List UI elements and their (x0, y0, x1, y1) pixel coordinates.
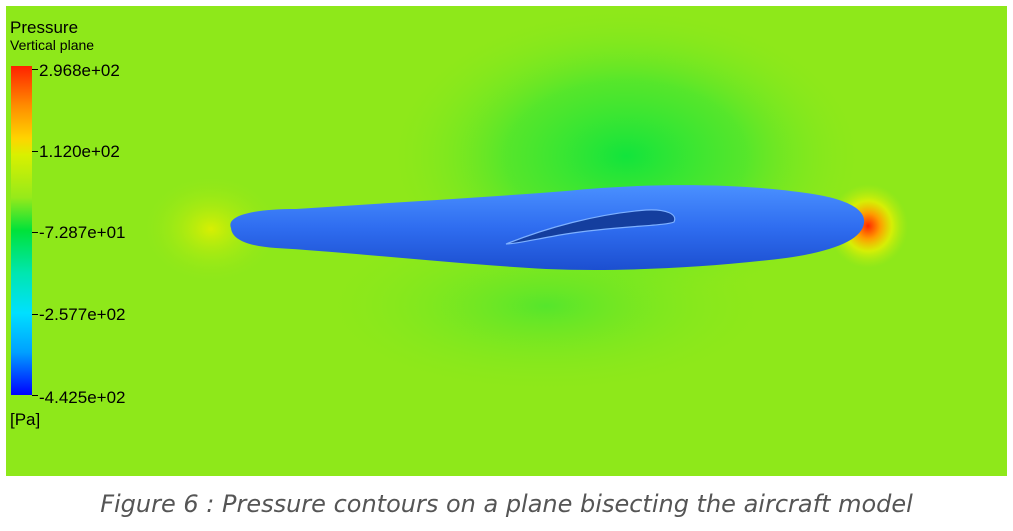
colorbar-tick (32, 69, 38, 70)
legend-unit: [Pa] (10, 410, 41, 429)
colorbar-tick (32, 151, 38, 152)
figure-caption: Figure 6 : Pressure contours on a plane … (100, 490, 913, 518)
contour-field (141, 6, 908, 396)
colorbar-tick-label: 1.120e+02 (39, 142, 120, 161)
legend-subtitle: Vertical plane (10, 37, 95, 53)
colorbar-tick (32, 395, 38, 396)
colorbar-tick-label: 2.968e+02 (39, 61, 120, 80)
pressure-contour-plot: Pressure Vertical plane 2.968e+02 1.120e… (6, 6, 1007, 476)
colorbar-tick (32, 314, 38, 315)
tail-stagnation-region (141, 174, 281, 284)
pressure-colorbar (11, 66, 32, 395)
wing-slot (505, 209, 676, 245)
colorbar-tick-label: -2.577e+02 (39, 305, 126, 324)
colorbar-tick (32, 232, 38, 233)
fuselage-body (230, 185, 865, 270)
colorbar-tick-label: -4.425e+02 (39, 388, 126, 407)
legend-title: Pressure (10, 18, 79, 37)
colorbar-tick-label: -7.287e+01 (39, 223, 126, 242)
